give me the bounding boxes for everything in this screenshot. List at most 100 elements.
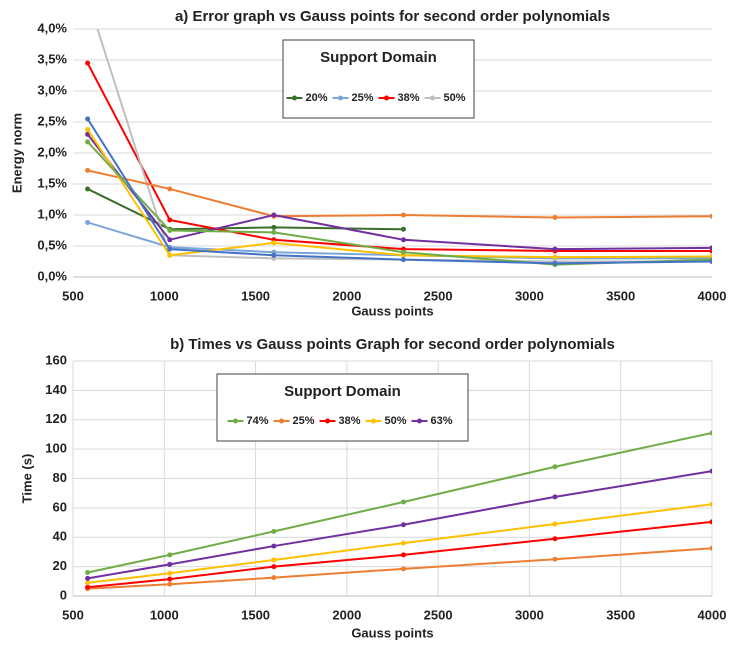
legend-title: Support Domain — [284, 383, 401, 400]
data-point — [709, 519, 712, 525]
series-line — [86, 118, 712, 265]
x-axis-label: Gauss points — [351, 625, 433, 640]
data-point — [167, 570, 173, 576]
data-point — [167, 217, 173, 223]
legend-marker — [292, 95, 297, 101]
x-tick-label: 1500 — [241, 607, 270, 622]
data-point — [85, 126, 91, 132]
x-tick-label: 2000 — [332, 288, 361, 303]
data-point — [167, 561, 173, 567]
data-point — [167, 186, 173, 192]
data-point — [85, 60, 91, 66]
data-point — [271, 564, 277, 570]
data-point — [85, 570, 91, 575]
data-point — [400, 212, 406, 218]
legend-marker — [417, 418, 422, 424]
legend-label: 50% — [444, 92, 466, 104]
legend-marker — [325, 418, 330, 424]
data-point — [400, 566, 406, 572]
data-point — [552, 254, 558, 260]
legend-label: 50% — [385, 415, 407, 427]
series-line — [87, 169, 712, 219]
data-point — [167, 552, 173, 558]
legend-label: 25% — [293, 415, 315, 427]
y-tick-label: 160 — [45, 352, 67, 367]
data-point — [400, 226, 406, 232]
x-tick-label: 3000 — [515, 288, 544, 303]
y-tick-label: 2,5% — [37, 113, 67, 128]
legend-marker — [430, 95, 435, 101]
data-point — [167, 581, 173, 587]
y-tick-label: 0,5% — [37, 237, 67, 252]
x-tick-label: 3500 — [606, 288, 635, 303]
data-point — [167, 252, 173, 258]
y-tick-label: 120 — [45, 411, 67, 426]
data-point — [167, 576, 173, 582]
data-point — [167, 246, 173, 252]
data-point — [271, 240, 277, 246]
plot-area — [85, 430, 712, 592]
data-point — [552, 521, 558, 527]
series-line — [86, 128, 712, 259]
y-tick-label: 3,5% — [37, 51, 67, 66]
legend-marker — [233, 418, 238, 424]
x-tick-label: 1000 — [150, 607, 179, 622]
data-point — [271, 575, 277, 581]
series-line — [87, 520, 712, 589]
data-point — [552, 556, 558, 562]
data-point — [85, 580, 91, 586]
y-tick-label: 40 — [53, 529, 67, 544]
data-point — [709, 245, 712, 251]
legend-label: 25% — [352, 92, 374, 104]
series-line — [87, 431, 712, 574]
series-line — [87, 503, 712, 584]
plot-area — [85, 29, 712, 268]
data-point — [85, 116, 91, 122]
data-point — [400, 552, 406, 558]
data-point — [552, 536, 558, 542]
legend-marker — [384, 95, 389, 101]
legend-label: 38% — [398, 92, 420, 104]
data-point — [709, 259, 712, 264]
legend-marker — [371, 418, 376, 424]
y-tick-label: 140 — [45, 382, 67, 397]
legend-marker — [338, 95, 343, 101]
legend-label: 20% — [306, 92, 328, 104]
data-point — [709, 213, 712, 219]
x-tick-label: 2500 — [424, 607, 453, 622]
data-point — [400, 249, 406, 255]
x-tick-label: 4000 — [698, 607, 727, 622]
y-tick-label: 0 — [60, 587, 67, 602]
data-point — [400, 540, 406, 546]
data-point — [85, 186, 91, 192]
data-point — [552, 260, 558, 266]
data-point — [271, 224, 277, 230]
x-tick-label: 1500 — [241, 288, 270, 303]
y-tick-label: 80 — [53, 470, 67, 485]
data-point — [271, 543, 277, 549]
series-line — [86, 133, 712, 251]
data-point — [271, 557, 277, 563]
y-tick-label: 100 — [45, 441, 67, 456]
series-line — [87, 221, 712, 260]
series-line — [86, 62, 712, 252]
chart-title: a) Error graph vs Gauss points for secon… — [175, 8, 610, 25]
x-tick-label: 3500 — [606, 607, 635, 622]
legend-label: 38% — [339, 415, 361, 427]
x-tick-label: 500 — [62, 607, 84, 622]
data-point — [552, 464, 558, 470]
legend-label: 74% — [247, 415, 269, 427]
data-point — [167, 228, 173, 233]
legend-box — [282, 39, 475, 119]
data-point — [552, 494, 558, 500]
data-point — [167, 237, 173, 243]
series-line — [87, 547, 712, 590]
y-tick-label: 2,0% — [37, 144, 67, 159]
data-point — [271, 229, 277, 235]
data-point — [85, 584, 91, 590]
legend-label: 63% — [431, 415, 453, 427]
y-tick-label: 3,0% — [37, 82, 67, 97]
data-point — [400, 257, 406, 263]
